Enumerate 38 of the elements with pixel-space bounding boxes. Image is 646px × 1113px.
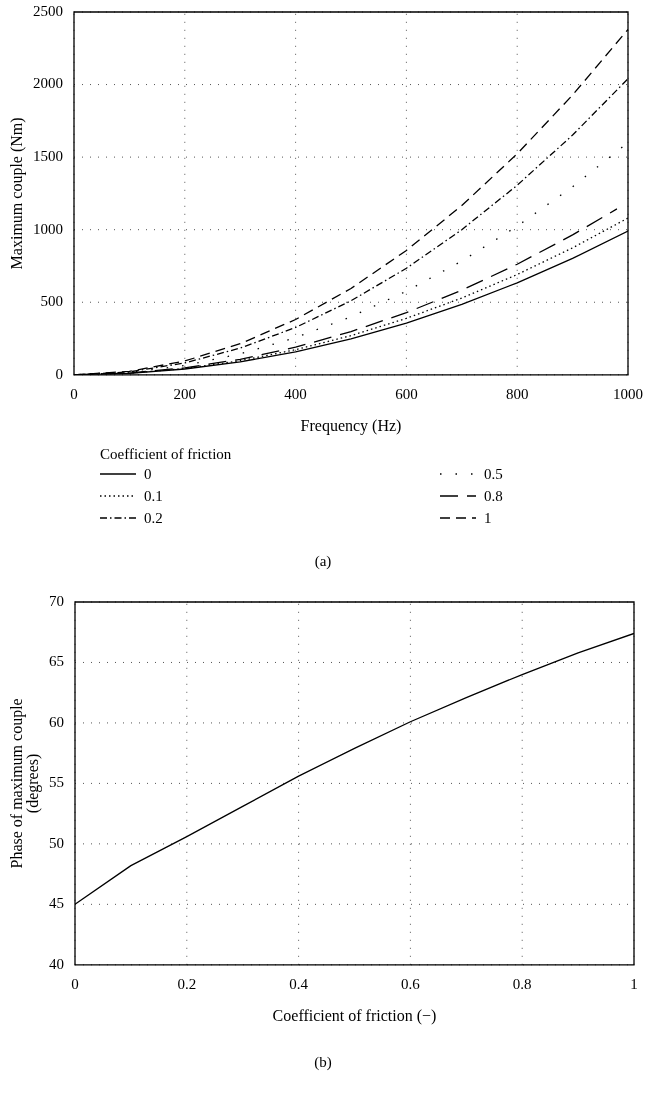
y-tick-label: 40 — [49, 955, 64, 972]
x-tick-label: 800 — [505, 385, 529, 402]
legend-label: 0 — [144, 465, 152, 483]
y-axis-title: Maximum couple (Nm) — [8, 117, 27, 270]
x-tick-label: 0 — [71, 975, 79, 992]
y-tick-label: 1000 — [33, 220, 63, 237]
y-tick-label: 55 — [49, 774, 64, 791]
x-axis-title: Frequency (Hz) — [300, 416, 402, 435]
x-tick-label: 400 — [284, 385, 307, 402]
x-tick-label: 1000 — [613, 385, 643, 402]
legend-title: Coefficient of friction — [100, 446, 233, 463]
text: (b) — [313, 1054, 333, 1071]
y-tick-label: 2000 — [33, 75, 63, 92]
y-tick-label: 45 — [49, 895, 64, 912]
legend-label: 0.2 — [144, 509, 163, 527]
x-tick-label: 0 — [70, 385, 78, 402]
legend-label: 0.1 — [144, 487, 163, 505]
y-tick-label: 70 — [49, 592, 64, 609]
y-axis-title: Phase of maximum couple (degrees) — [8, 698, 43, 869]
x-tick-label: 200 — [173, 385, 197, 402]
y-tick-label: 0 — [55, 365, 63, 382]
x-axis-title: Coefficient of friction (−) — [272, 1006, 437, 1025]
y-tick-label: 65 — [49, 653, 64, 670]
text: (a) — [313, 553, 333, 570]
x-tick-label: 0.8 — [512, 975, 532, 992]
y-tick-label: 2500 — [33, 2, 63, 19]
legend-label: 0.5 — [484, 465, 503, 483]
legend-label: 0.8 — [484, 487, 503, 505]
x-tick-label: 600 — [395, 385, 418, 402]
x-tick-label: 0.4 — [289, 975, 309, 992]
y-tick-label: 500 — [40, 293, 63, 310]
y-tick-label: 1500 — [33, 148, 63, 165]
x-tick-label: 1 — [630, 975, 638, 992]
x-tick-label: 0.2 — [177, 975, 197, 992]
legend-label: 1 — [484, 509, 492, 527]
y-tick-label: 60 — [49, 713, 64, 730]
y-tick-label: 50 — [49, 834, 64, 851]
x-tick-label: 0.6 — [401, 975, 421, 992]
